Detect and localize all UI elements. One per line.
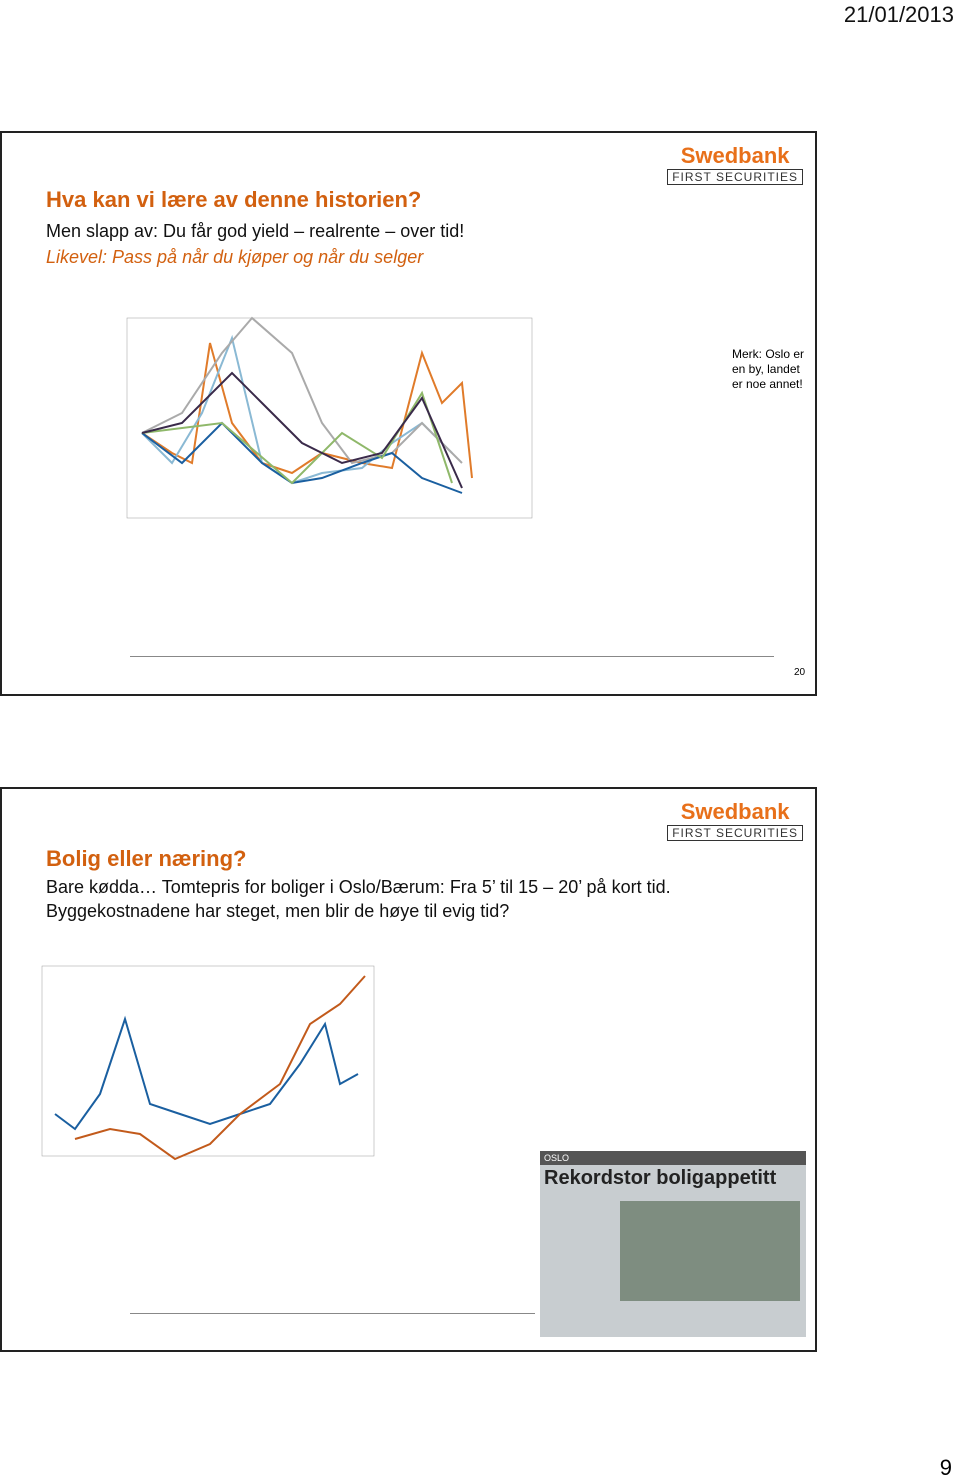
title: Hva kan vi lære av denne historien? <box>46 187 422 212</box>
slide-number: 20 <box>794 667 806 678</box>
date: 21/01/2013 <box>843 2 954 27</box>
line: Bare kødda… Tomtepris for boliger i Oslo… <box>46 877 671 897</box>
logo: Swedbank FIRST SECURITIES <box>667 143 803 185</box>
slide: Swedbank FIRST SECURITIES Hva kan vi lære… <box>0 131 817 696</box>
rule <box>130 1313 535 1314</box>
brand: Swedbank <box>680 799 790 824</box>
line: Likevel: Pass på når du kjøper og når du… <box>46 247 424 267</box>
page-number: 9 <box>939 1455 952 1480</box>
clipping-section: OSLO <box>540 1151 806 1165</box>
title: Bolig eller næring? <box>46 846 247 871</box>
clipping-photo <box>620 1201 800 1301</box>
logo: Swedbank FIRST SECURITIES <box>667 799 803 841</box>
chart-illustration <box>126 316 533 519</box>
brand-sub: FIRST SECURITIES <box>667 825 803 841</box>
brand-sub: FIRST SECURITIES <box>667 169 803 185</box>
brand: Swedbank <box>680 143 790 168</box>
line: Byggekostnadene har steget, men blir de … <box>46 901 510 921</box>
line: Men slapp av: Du får god yield – realren… <box>46 221 465 241</box>
slide: Swedbank FIRST SECURITIES Bolig eller nær… <box>0 787 817 1352</box>
clipping: OSLO Rekordstor boligappetitt <box>540 1151 806 1337</box>
note: Merk: Oslo er en by, landet er noe annet… <box>732 347 805 391</box>
clipping-headline: Rekordstor boligappetitt <box>544 1167 777 1189</box>
rule <box>130 656 774 657</box>
chart-illustration <box>41 965 375 1161</box>
